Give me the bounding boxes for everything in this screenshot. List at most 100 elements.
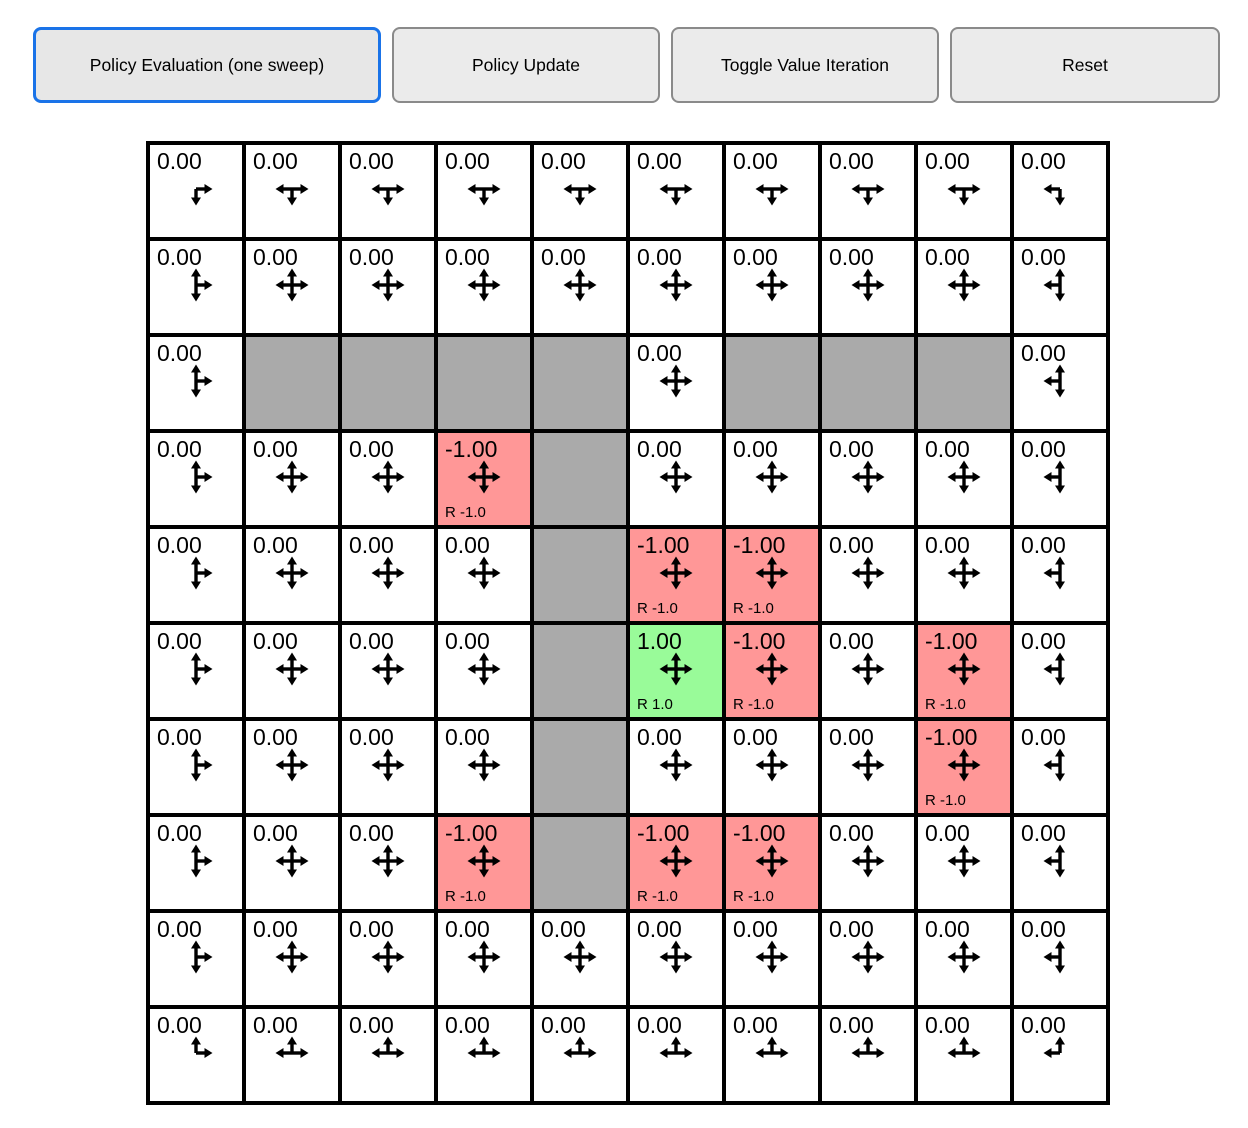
grid-cell[interactable]: -1.00 R -1.0 xyxy=(724,623,820,719)
grid-cell[interactable]: 0.00 xyxy=(532,1007,628,1103)
grid-cell-wall[interactable] xyxy=(532,335,628,431)
grid-cell[interactable]: 0.00 xyxy=(148,623,244,719)
grid-cell[interactable]: 0.00 xyxy=(244,911,340,1007)
grid-cell-wall[interactable] xyxy=(340,335,436,431)
grid-cell[interactable]: 0.00 xyxy=(148,911,244,1007)
grid-cell[interactable]: 0.00 xyxy=(1012,911,1108,1007)
grid-cell[interactable]: 0.00 xyxy=(1012,239,1108,335)
policy-evaluation-button[interactable]: Policy Evaluation (one sweep) xyxy=(33,27,381,103)
grid-cell[interactable]: 0.00 xyxy=(628,911,724,1007)
grid-cell-wall[interactable] xyxy=(436,335,532,431)
grid-cell[interactable]: 0.00 xyxy=(340,431,436,527)
grid-cell[interactable]: 0.00 xyxy=(244,719,340,815)
grid-cell[interactable]: 0.00 xyxy=(1012,335,1108,431)
grid-cell-wall[interactable] xyxy=(532,431,628,527)
grid-cell-wall[interactable] xyxy=(820,335,916,431)
grid-cell[interactable]: 0.00 xyxy=(340,239,436,335)
reset-button[interactable]: Reset xyxy=(950,27,1220,103)
grid-cell[interactable]: -1.00 R -1.0 xyxy=(916,623,1012,719)
grid-cell[interactable]: 0.00 xyxy=(820,431,916,527)
grid-cell-wall[interactable] xyxy=(532,815,628,911)
grid-cell-wall[interactable] xyxy=(532,527,628,623)
grid-cell[interactable]: -1.00 R -1.0 xyxy=(436,431,532,527)
grid-cell[interactable]: 0.00 xyxy=(820,815,916,911)
grid-cell[interactable]: 0.00 xyxy=(436,527,532,623)
grid-cell-wall[interactable] xyxy=(532,623,628,719)
grid-cell[interactable]: 0.00 xyxy=(628,143,724,239)
grid-cell[interactable]: -1.00 R -1.0 xyxy=(916,719,1012,815)
grid-cell[interactable]: 0.00 xyxy=(724,143,820,239)
grid-cell[interactable]: 0.00 xyxy=(532,143,628,239)
grid-cell[interactable]: 0.00 xyxy=(1012,143,1108,239)
grid-cell[interactable]: 0.00 xyxy=(244,815,340,911)
grid-cell[interactable]: 0.00 xyxy=(148,719,244,815)
grid-cell[interactable]: 0.00 xyxy=(724,1007,820,1103)
toggle-value-iteration-button[interactable]: Toggle Value Iteration xyxy=(671,27,939,103)
grid-cell[interactable]: 0.00 xyxy=(148,143,244,239)
grid-cell[interactable]: 0.00 xyxy=(1012,1007,1108,1103)
grid-cell[interactable]: 0.00 xyxy=(340,527,436,623)
policy-update-button[interactable]: Policy Update xyxy=(392,27,660,103)
grid-cell[interactable]: 0.00 xyxy=(820,143,916,239)
grid-cell[interactable]: 0.00 xyxy=(820,719,916,815)
grid-cell[interactable]: 0.00 xyxy=(436,911,532,1007)
grid-cell[interactable]: 0.00 xyxy=(628,335,724,431)
grid-cell[interactable]: 0.00 xyxy=(340,719,436,815)
grid-cell[interactable]: 0.00 xyxy=(628,431,724,527)
grid-cell[interactable]: -1.00 R -1.0 xyxy=(724,527,820,623)
grid-cell[interactable]: 0.00 xyxy=(532,911,628,1007)
grid-cell[interactable]: 0.00 xyxy=(436,1007,532,1103)
grid-cell[interactable]: 0.00 xyxy=(340,815,436,911)
grid-cell[interactable]: 0.00 xyxy=(1012,431,1108,527)
grid-cell[interactable]: 0.00 xyxy=(628,719,724,815)
grid-cell[interactable]: 0.00 xyxy=(724,719,820,815)
grid-cell[interactable]: 0.00 xyxy=(1012,527,1108,623)
grid-cell[interactable]: 0.00 xyxy=(148,527,244,623)
grid-cell[interactable]: 0.00 xyxy=(916,911,1012,1007)
grid-cell[interactable]: 0.00 xyxy=(436,239,532,335)
grid-cell[interactable]: 0.00 xyxy=(436,143,532,239)
grid-cell[interactable]: 0.00 xyxy=(244,527,340,623)
grid-cell[interactable]: 0.00 xyxy=(244,623,340,719)
grid-cell-wall[interactable] xyxy=(724,335,820,431)
grid-cell[interactable]: 0.00 xyxy=(820,239,916,335)
grid-cell[interactable]: 1.00 R 1.0 xyxy=(628,623,724,719)
grid-cell[interactable]: -1.00 R -1.0 xyxy=(724,815,820,911)
grid-cell[interactable]: 0.00 xyxy=(916,143,1012,239)
grid-cell[interactable]: 0.00 xyxy=(628,239,724,335)
grid-cell[interactable]: 0.00 xyxy=(628,1007,724,1103)
grid-cell[interactable]: 0.00 xyxy=(916,815,1012,911)
grid-cell[interactable]: 0.00 xyxy=(436,623,532,719)
grid-cell[interactable]: 0.00 xyxy=(724,911,820,1007)
grid-cell[interactable]: 0.00 xyxy=(1012,719,1108,815)
grid-cell[interactable]: 0.00 xyxy=(724,239,820,335)
grid-cell[interactable]: 0.00 xyxy=(244,431,340,527)
grid-cell-wall[interactable] xyxy=(916,335,1012,431)
grid-cell[interactable]: 0.00 xyxy=(340,143,436,239)
grid-cell[interactable]: 0.00 xyxy=(244,143,340,239)
grid-cell[interactable]: 0.00 xyxy=(532,239,628,335)
grid-cell[interactable]: 0.00 xyxy=(340,911,436,1007)
grid-cell[interactable]: 0.00 xyxy=(340,1007,436,1103)
grid-cell[interactable]: 0.00 xyxy=(820,911,916,1007)
grid-cell[interactable]: 0.00 xyxy=(1012,623,1108,719)
grid-cell[interactable]: 0.00 xyxy=(340,623,436,719)
grid-cell-wall[interactable] xyxy=(532,719,628,815)
grid-cell[interactable]: 0.00 xyxy=(148,335,244,431)
grid-cell[interactable]: 0.00 xyxy=(916,527,1012,623)
grid-cell[interactable]: 0.00 xyxy=(820,623,916,719)
grid-cell[interactable]: 0.00 xyxy=(244,239,340,335)
grid-cell[interactable]: 0.00 xyxy=(724,431,820,527)
grid-cell[interactable]: 0.00 xyxy=(148,431,244,527)
grid-cell[interactable]: 0.00 xyxy=(1012,815,1108,911)
grid-cell[interactable]: 0.00 xyxy=(916,1007,1012,1103)
grid-cell[interactable]: 0.00 xyxy=(916,431,1012,527)
grid-cell[interactable]: -1.00 R -1.0 xyxy=(628,527,724,623)
grid-cell[interactable]: 0.00 xyxy=(148,1007,244,1103)
grid-cell[interactable]: -1.00 R -1.0 xyxy=(628,815,724,911)
grid-cell[interactable]: 0.00 xyxy=(820,527,916,623)
grid-cell[interactable]: 0.00 xyxy=(244,1007,340,1103)
grid-cell[interactable]: 0.00 xyxy=(148,239,244,335)
grid-cell[interactable]: 0.00 xyxy=(820,1007,916,1103)
grid-cell[interactable]: 0.00 xyxy=(436,719,532,815)
